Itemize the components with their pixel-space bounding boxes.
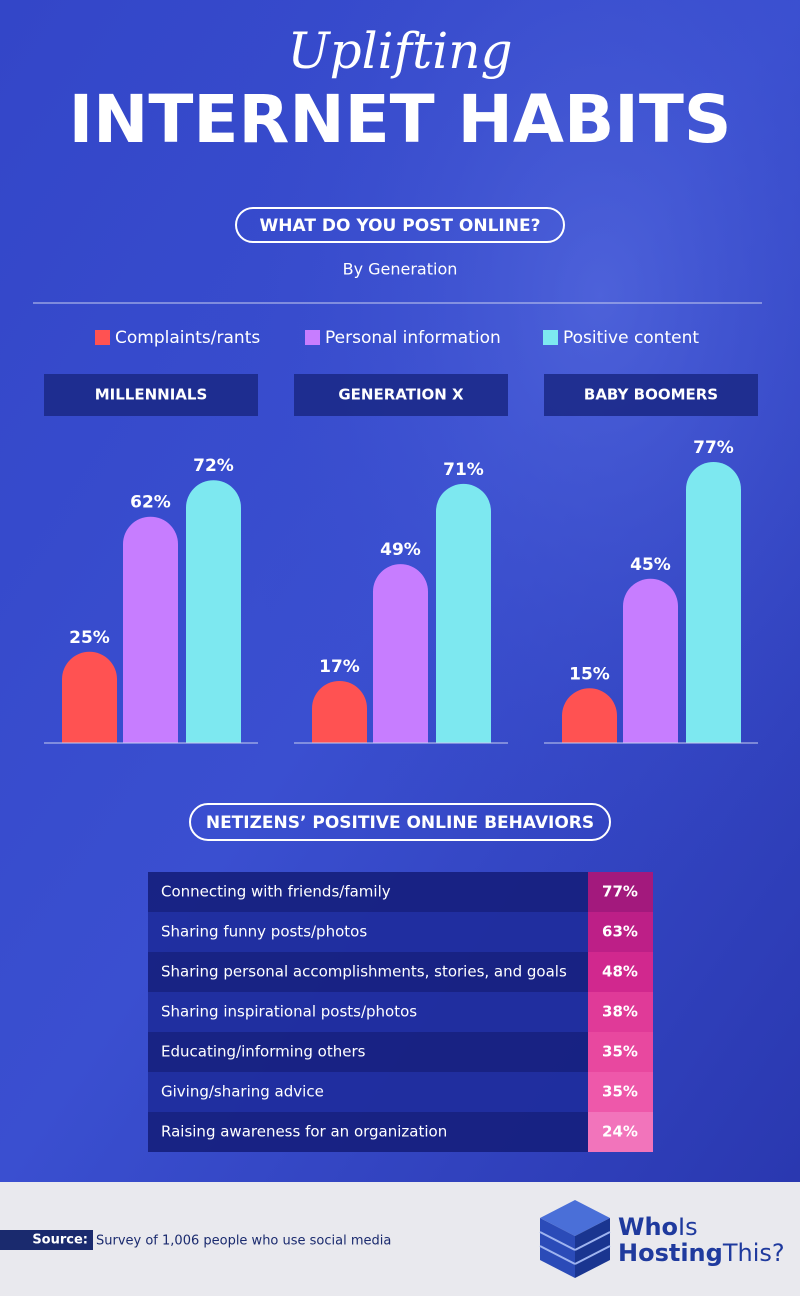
source-label-box [0,1230,93,1250]
chart-title: WHAT DO YOU POST ONLINE? [260,216,541,236]
script-title: Uplifting [288,22,513,80]
value-label: 72% [193,456,234,476]
table-label: Sharing inspirational posts/photos [161,1003,417,1021]
legend-swatch [305,330,320,345]
table-value: 35% [602,1083,638,1101]
logo-word: This? [722,1239,785,1267]
value-label: 25% [69,628,110,648]
legend-label: Complaints/rants [115,328,260,348]
table-row [148,912,588,952]
logo-line2: HostingThis? [618,1239,785,1267]
table-value: 77% [602,883,638,901]
source-label: Source: [32,1233,88,1248]
bar [123,516,178,743]
logo-icon [539,1200,611,1278]
table-value-cell [588,1032,653,1072]
panel-title: GENERATION X [338,386,464,404]
table-value: 35% [602,1043,638,1061]
table-label: Sharing personal accomplishments, storie… [161,963,567,981]
section-pill [189,803,611,841]
table-row [148,992,588,1032]
table-value-cell [588,912,653,952]
panel-header [44,374,258,416]
panel-header [544,374,758,416]
panel-header [294,374,508,416]
section-pill [235,207,565,243]
bar [623,578,678,743]
table-label: Educating/informing others [161,1043,366,1061]
bar [373,564,428,743]
table-value-cell [588,952,653,992]
source-text: Survey of 1,006 people who use social me… [96,1234,391,1249]
value-label: 15% [569,664,610,684]
legend-swatch [95,330,110,345]
table-row [148,952,588,992]
legend-label: Personal information [325,328,501,348]
table-value-cell [588,1112,653,1152]
footer-background [0,1182,800,1296]
bar [562,688,617,743]
value-label: 45% [630,555,671,575]
value-label: 17% [319,657,360,677]
logo-word: Who [618,1213,678,1241]
chart-subtitle: By Generation [343,260,458,279]
bar [436,483,491,743]
bar [186,480,241,743]
value-label: 49% [380,540,421,560]
table-label: Giving/sharing advice [161,1083,324,1101]
table-value: 48% [602,963,638,981]
table-label: Connecting with friends/family [161,883,391,901]
logo-word: Is [678,1213,698,1241]
table-label: Raising awareness for an organization [161,1123,447,1141]
logo-line1: WhoIs [618,1213,698,1241]
table-value-cell [588,1072,653,1112]
main-title: INTERNET HABITS [69,81,732,158]
table-row [148,872,588,912]
table-label: Sharing funny posts/photos [161,923,367,941]
bar [686,461,741,743]
value-label: 71% [443,460,484,480]
logo-word: Hosting [618,1239,723,1267]
table-value-cell [588,992,653,1032]
value-label: 62% [130,493,171,513]
legend-label: Positive content [563,328,699,348]
legend-swatch [543,330,558,345]
bar [312,680,367,743]
table-title: NETIZENS’ POSITIVE ONLINE BEHAVIORS [206,813,594,833]
panel-title: MILLENNIALS [95,386,208,404]
table-value: 24% [602,1123,638,1141]
panel-title: BABY BOOMERS [584,386,718,404]
value-label: 77% [693,438,734,458]
table-row [148,1112,588,1152]
bar [62,651,117,743]
table-value: 38% [602,1003,638,1021]
table-value-cell [588,872,653,912]
table-row [148,1032,588,1072]
table-row [148,1072,588,1112]
table-value: 63% [602,923,638,941]
